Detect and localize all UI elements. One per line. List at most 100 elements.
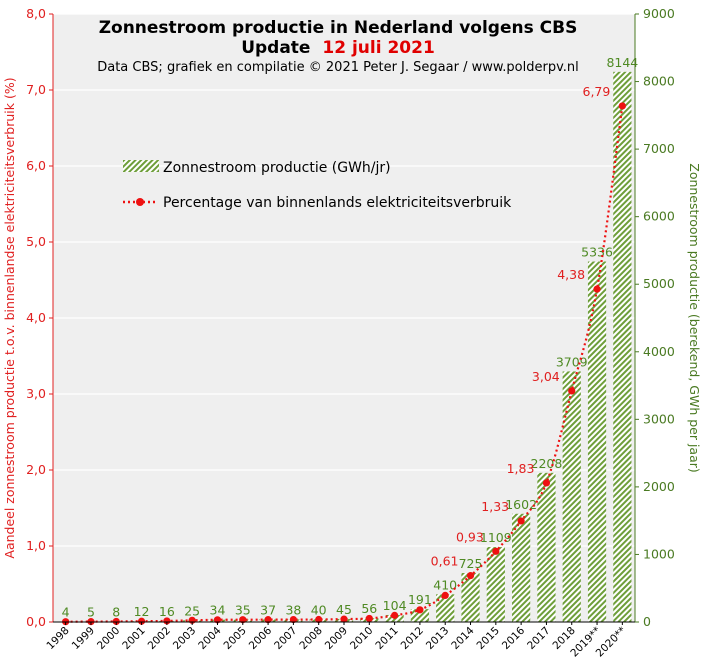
tick-x-label: 2008 <box>297 625 324 652</box>
bar-2016 <box>512 513 531 622</box>
tick-left-label: 7,0 <box>26 82 46 97</box>
percentage-point-2001 <box>137 617 146 625</box>
tick-right-label: 7000 <box>643 141 675 156</box>
tick-right-label: 1000 <box>643 546 675 561</box>
tick-x-label: 2000 <box>95 625 122 652</box>
bar-value-label: 2208 <box>531 456 563 471</box>
bar-value-label: 34 <box>210 603 226 618</box>
legend-bar-label: Zonnestroom productie (GWh/jr) <box>163 160 391 176</box>
bar-2020** <box>613 71 632 622</box>
percentage-point-2019** <box>593 285 601 293</box>
bar-value-label: 410 <box>433 577 457 592</box>
bar-value-label: 4 <box>62 605 70 620</box>
percentage-label: 0,61 <box>431 554 459 569</box>
bar-value-label: 5336 <box>581 245 613 260</box>
percentage-point-2009 <box>340 615 348 623</box>
bar-value-label: 725 <box>459 556 483 571</box>
bar-value-label: 40 <box>311 602 327 617</box>
legend-line-label: Percentage van binnenlands elektriciteit… <box>163 195 512 211</box>
tick-left-label: 8,0 <box>26 6 46 21</box>
bar-value-label: 104 <box>383 598 407 613</box>
bars-group <box>56 71 632 623</box>
tick-right-label: 5000 <box>643 276 675 291</box>
percentage-label: 4,38 <box>557 267 585 282</box>
percentage-point-2012 <box>416 606 424 614</box>
tick-x-label: 2017 <box>525 625 552 652</box>
percentage-point-2000 <box>112 617 120 626</box>
update-date: 12 juli 2021 <box>322 38 434 58</box>
tick-x-label: 2006 <box>247 624 275 652</box>
percentage-point-2013 <box>441 591 449 600</box>
percentage-label: 3,04 <box>532 369 560 384</box>
percentage-point-2011 <box>391 611 399 619</box>
tick-left-label: 2,0 <box>26 462 46 477</box>
bar-value-label: 25 <box>184 603 200 618</box>
bar-2019** <box>587 261 607 622</box>
tick-x-label: 2004 <box>196 624 224 652</box>
tick-x-label: 2015 <box>475 625 502 652</box>
tick-right-label: 9000 <box>643 6 675 21</box>
tick-x-label: 2014 <box>449 624 477 652</box>
percentage-point-2010 <box>365 614 373 623</box>
tick-x-label: 2016 <box>500 624 528 652</box>
bar-value-label: 37 <box>260 603 276 618</box>
tick-x-label: 2001 <box>120 625 147 652</box>
bar-value-label: 35 <box>235 603 251 618</box>
tick-x-label: 2005 <box>222 625 249 652</box>
tick-right-label: 8000 <box>643 74 675 89</box>
percentage-point-2014 <box>466 572 475 580</box>
tick-x-label: 2003 <box>171 625 198 652</box>
tick-left-label: 6,0 <box>26 158 46 173</box>
bar-value-label: 8 <box>112 604 120 619</box>
bar-value-label: 191 <box>408 592 432 607</box>
tick-right-label: 3000 <box>643 411 675 426</box>
percentage-point-2008 <box>315 615 323 624</box>
chart-update-line: Update 12 juli 2021 <box>241 38 435 58</box>
percentage-label: 0,93 <box>456 529 484 544</box>
tick-left-label: 4,0 <box>26 310 46 325</box>
tick-x-label: 2009 <box>323 625 350 652</box>
tick-x-label: 2013 <box>424 625 451 652</box>
percentage-label: 1,33 <box>481 499 509 514</box>
tick-x-label: 2010 <box>348 625 375 652</box>
bar-value-label: 8144 <box>606 55 638 70</box>
bar-2017 <box>537 472 556 622</box>
percentage-point-2006 <box>264 616 272 624</box>
legend-bar-swatch <box>123 160 159 172</box>
percentage-point-2007 <box>289 615 297 624</box>
bar-value-label: 1109 <box>480 530 512 545</box>
tick-x-label: 1998 <box>44 625 71 652</box>
tick-right-label: 4000 <box>643 344 675 359</box>
percentage-label: 1,83 <box>507 461 535 476</box>
bar-value-label: 5 <box>87 605 95 620</box>
tick-right-label: 6000 <box>643 209 675 224</box>
update-label: Update <box>241 38 310 58</box>
tick-x-label: 2012 <box>399 625 426 652</box>
bar-value-label: 3709 <box>556 354 588 369</box>
tick-left-label: 1,0 <box>26 538 46 553</box>
percentage-point-2002 <box>163 617 171 625</box>
bar-value-label: 56 <box>361 601 377 616</box>
chart-subtitle: Data CBS; grafiek en compilatie © 2021 P… <box>97 60 579 75</box>
y-axis-left-title: Aandeel zonnestroom productie t.o.v. bin… <box>2 77 17 558</box>
bar-2015 <box>486 547 505 622</box>
legend: Zonnestroom productie (GWh/jr) Percentag… <box>123 160 512 211</box>
tick-left-label: 5,0 <box>26 234 46 249</box>
tick-left-label: 3,0 <box>26 386 46 401</box>
y-axis-right-title: Zonnestroom productie (berekend, GWh per… <box>687 163 702 473</box>
percentage-point-2016 <box>517 517 525 525</box>
tick-right-label: 2000 <box>643 479 675 494</box>
tick-x-label: 2002 <box>146 625 173 652</box>
percentage-point-2015 <box>492 547 500 555</box>
bar-2013 <box>436 594 455 622</box>
percentage-label: 6,79 <box>583 84 611 99</box>
tick-x-label: 2007 <box>272 625 299 652</box>
bar-value-label: 12 <box>134 604 150 619</box>
percentage-point-2017 <box>542 479 551 487</box>
percentage-line-group: 0,61 0,93 1,33 1,83 3,04 4,38 6,79 <box>62 84 626 626</box>
percentage-point-2020** <box>618 102 626 110</box>
bar-value-label: 45 <box>336 602 352 617</box>
tick-x-label: 1999 <box>70 625 97 652</box>
